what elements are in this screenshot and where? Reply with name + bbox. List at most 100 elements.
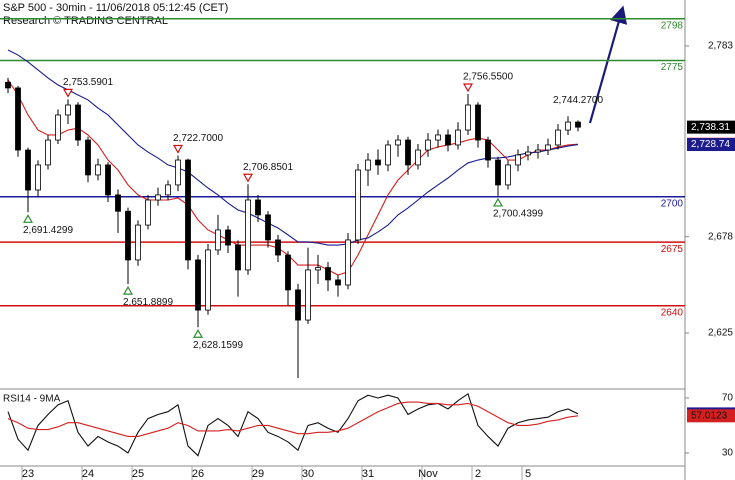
price-tag-label: 2,728.74	[691, 139, 730, 150]
price-tag	[687, 138, 735, 152]
candle-body	[355, 169, 361, 241]
chart-subtitle: Research © TRADING CENTRAL	[3, 15, 168, 27]
candle-body	[425, 139, 431, 151]
low-label: 2,651.8899	[123, 297, 173, 308]
price-tag-label: 57.0123	[691, 410, 728, 421]
candle-body	[145, 199, 151, 226]
candle-body	[175, 159, 181, 186]
candle-body	[395, 139, 401, 146]
rsi-title: RSI14 - 9MA	[3, 394, 61, 405]
candle-body	[575, 121, 581, 128]
candle-body	[415, 149, 421, 166]
candle-body	[105, 164, 111, 196]
candle-body	[335, 279, 341, 286]
low-label: 2,691.4299	[23, 225, 73, 236]
high-label: 2,722.7000	[173, 133, 223, 144]
chart-title: S&P 500 - 30min - 11/06/2018 05:12:45 (C…	[3, 2, 228, 14]
candle-body	[55, 114, 61, 141]
low-label: 2,700.4399	[493, 209, 543, 220]
candle-body	[475, 104, 481, 141]
candle-body	[115, 194, 121, 212]
candle-body	[225, 229, 231, 246]
candle-body	[205, 249, 211, 311]
high-label: 2,753.5901	[63, 77, 113, 88]
line-series	[7, 49, 579, 246]
y-tick-label: 70	[722, 393, 734, 404]
candle-body	[295, 289, 301, 321]
candle-body	[465, 104, 471, 131]
x-tick-label: 25	[132, 468, 144, 480]
candle-body	[485, 139, 491, 161]
price-tag	[687, 409, 735, 423]
high-marker	[462, 83, 474, 93]
candle-body	[35, 164, 41, 191]
candle-body	[375, 159, 381, 166]
candle-body	[235, 244, 241, 271]
low-marker	[122, 285, 134, 295]
candle-body	[165, 184, 171, 196]
candle-body	[455, 129, 461, 146]
price-tag-label: 2,738.31	[691, 122, 730, 133]
candle-body	[215, 229, 221, 251]
x-tick-label: 29	[252, 468, 264, 480]
y-tick-label: 2,625	[708, 328, 733, 339]
x-tick-label: 23	[22, 468, 34, 480]
x-tick-label: 31	[362, 468, 374, 480]
high-label: 2,706.8501	[243, 162, 293, 173]
candle-body	[65, 104, 71, 116]
candle-body	[75, 104, 81, 141]
x-tick-label: Nov	[418, 468, 438, 480]
candle-body	[185, 159, 191, 261]
level-label: 2675	[661, 244, 684, 255]
y-tick-label: 2,678	[708, 231, 733, 242]
high-marker	[62, 88, 74, 98]
candle-body	[275, 239, 281, 256]
candle-body	[255, 199, 261, 216]
candle-body	[545, 144, 551, 151]
candle-body	[435, 134, 441, 141]
projection-arrow	[588, 5, 628, 124]
candle-body	[495, 159, 501, 186]
low-marker	[492, 197, 504, 207]
x-tick-label: 24	[82, 468, 94, 480]
level-label: 2798	[661, 20, 684, 31]
x-tick-label: 30	[302, 468, 314, 480]
candle-body	[25, 149, 31, 191]
level-label: 2640	[661, 307, 684, 318]
line-series	[7, 79, 579, 276]
candle-body	[135, 224, 141, 261]
high-marker	[242, 173, 254, 183]
x-tick-label: 2	[475, 468, 481, 480]
candle-body	[265, 214, 271, 241]
price-tag	[687, 120, 735, 134]
y-tick-label: 30	[722, 448, 734, 459]
candle-body	[245, 199, 251, 271]
candle-body	[385, 144, 391, 166]
low-marker	[22, 214, 34, 223]
candle-body	[505, 164, 511, 186]
candle-body	[445, 134, 451, 146]
x-tick-label: 5	[525, 468, 531, 480]
candle-body	[565, 121, 571, 131]
line-series	[7, 401, 579, 438]
candle-body	[405, 139, 411, 166]
candle-body	[325, 267, 331, 281]
candle-body	[535, 149, 541, 153]
candle-body	[315, 267, 321, 271]
candle-body	[15, 87, 21, 151]
high-label: 2,756.5500	[463, 72, 513, 83]
candle-body	[45, 139, 51, 166]
level-label: 2775	[661, 62, 684, 73]
candle-body	[155, 194, 161, 201]
price-note: 2,744.2700	[553, 95, 603, 106]
y-tick-label: 2,783	[708, 41, 733, 52]
candle-body	[195, 259, 201, 311]
line-series	[7, 392, 579, 457]
candle-body	[95, 164, 101, 176]
level-label: 2700	[661, 198, 684, 209]
candle-body	[305, 269, 311, 321]
candle-body	[555, 129, 561, 146]
candle-body	[515, 154, 521, 166]
